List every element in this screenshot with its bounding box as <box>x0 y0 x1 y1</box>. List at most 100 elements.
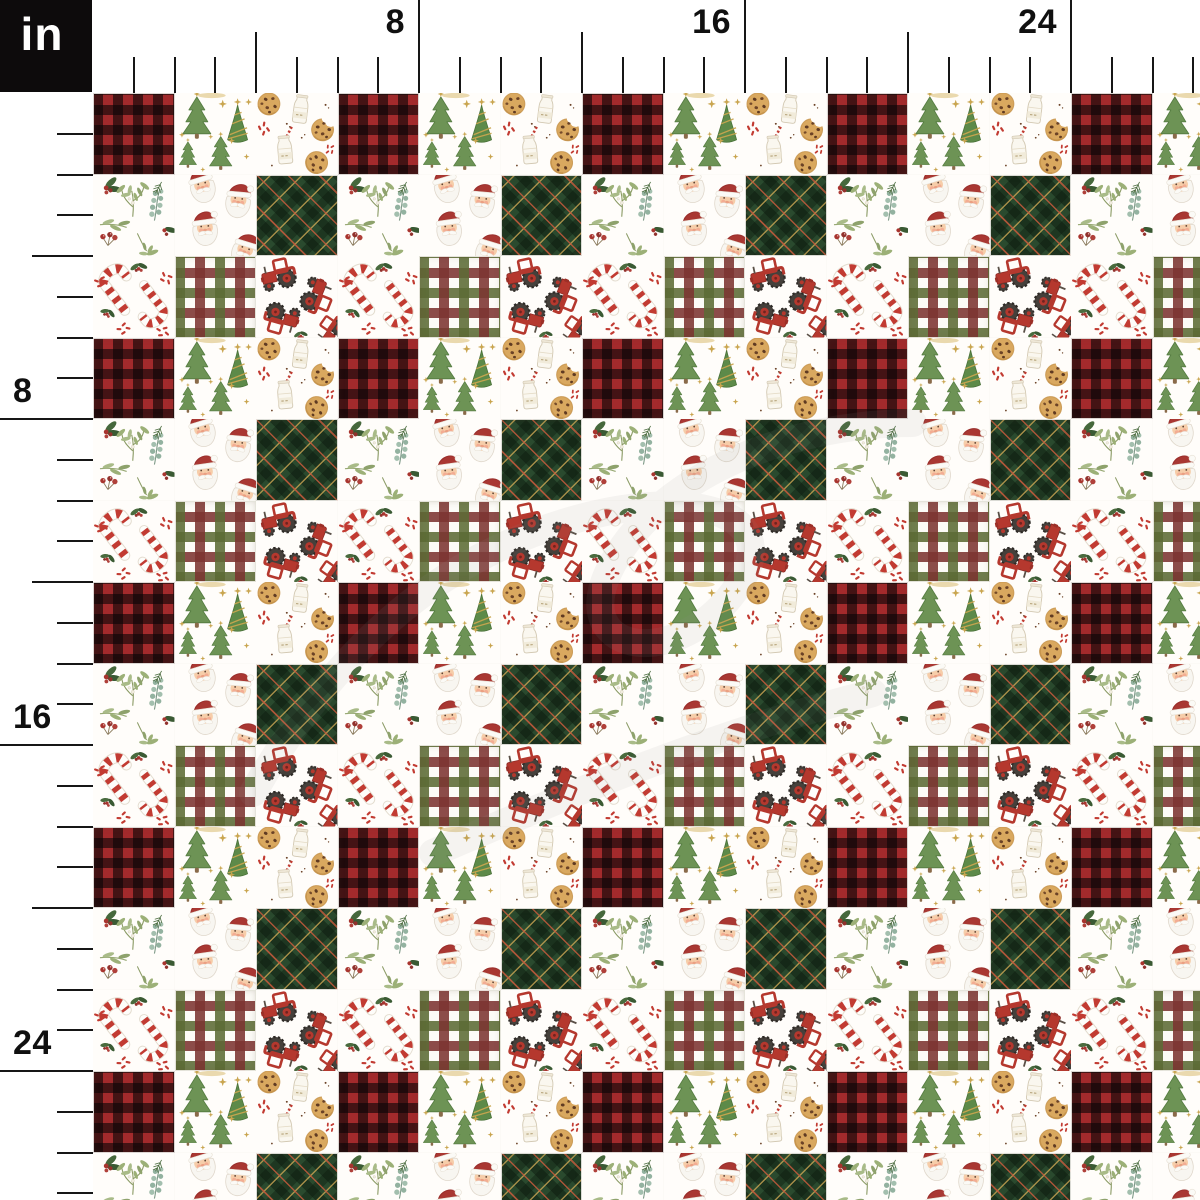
tile-art-christmas-trees <box>1153 827 1200 909</box>
ruler-left-tick-9in <box>57 459 93 461</box>
tile-art-christmas-trees <box>175 338 257 420</box>
fabric-tile-santa-faces <box>1153 175 1200 257</box>
tile-art-santa-faces <box>664 1153 746 1200</box>
ruler-left-tick-25in <box>57 1111 93 1113</box>
fabric-tile-red-tractors <box>256 745 338 827</box>
fabric-tile-cookies-and-milk <box>745 827 827 909</box>
tile-art-christmas-trees <box>908 827 990 909</box>
tile-art-winter-greenery <box>93 908 175 990</box>
fabric-tile-green-tartan-plaid <box>500 1152 582 1200</box>
fabric-tile-green-red-gingham <box>908 989 990 1071</box>
tile-art-christmas-trees <box>664 827 746 909</box>
tile-art-winter-greenery <box>1071 908 1153 990</box>
tile-art-christmas-trees <box>419 582 501 664</box>
ruler-top-tick-15in <box>703 57 705 93</box>
ruler-left-tick-20in <box>32 907 93 909</box>
tile-art-winter-greenery <box>93 1153 175 1200</box>
fabric-tile-santa-faces <box>908 175 990 257</box>
tile-art-winter-greenery <box>827 908 909 990</box>
fabric-tile-buffalo-plaid <box>826 93 908 175</box>
fabric-tile-green-red-gingham <box>1152 256 1200 338</box>
tile-art-winter-greenery <box>1071 175 1153 257</box>
ruler-top-tick-17in <box>785 57 787 93</box>
fabric-tile-red-tractors <box>501 256 583 338</box>
tile-art-santa-faces <box>664 419 746 501</box>
tile-art-christmas-trees <box>419 338 501 420</box>
fabric-tile-candy-canes <box>827 256 909 338</box>
fabric-tile-candy-canes <box>582 256 664 338</box>
tile-art-candy-canes <box>582 501 664 583</box>
ruler-top-tick-12in <box>581 32 583 93</box>
fabric-tile-santa-faces <box>175 1153 257 1200</box>
fabric-tile-christmas-trees <box>1153 582 1200 664</box>
tile-art-cookies-and-milk <box>990 338 1072 420</box>
ruler-left-tick-23in <box>57 1029 93 1031</box>
fabric-tile-candy-canes <box>338 256 420 338</box>
ruler-top-tick-9in <box>459 57 461 93</box>
tile-art-red-tractors <box>745 501 827 583</box>
tile-art-candy-canes <box>338 990 420 1072</box>
tile-art-red-tractors <box>745 745 827 827</box>
fabric-tile-winter-greenery <box>582 419 664 501</box>
fabric-tile-santa-faces <box>419 175 501 257</box>
fabric-tile-candy-canes <box>827 990 909 1072</box>
fabric-tile-candy-canes <box>338 745 420 827</box>
ruler-left-tick-17in <box>57 785 93 787</box>
fabric-tile-green-tartan-plaid <box>500 174 582 256</box>
tile-art-winter-greenery <box>338 664 420 746</box>
fabric-tile-buffalo-plaid <box>582 1071 664 1153</box>
fabric-tile-green-tartan-plaid <box>745 174 827 256</box>
fabric-tile-buffalo-plaid <box>93 826 175 908</box>
fabric-tile-red-tractors <box>990 745 1072 827</box>
tile-art-santa-faces <box>175 175 257 257</box>
fabric-tile-winter-greenery <box>93 664 175 746</box>
tile-art-christmas-trees <box>419 827 501 909</box>
fabric-tile-green-red-gingham <box>908 256 990 338</box>
fabric-tile-winter-greenery <box>827 1153 909 1200</box>
tile-art-winter-greenery <box>582 419 664 501</box>
fabric-tile-buffalo-plaid <box>582 582 664 664</box>
tile-art-red-tractors <box>501 745 583 827</box>
tile-art-red-tractors <box>990 990 1072 1072</box>
tile-art-winter-greenery <box>582 908 664 990</box>
fabric-tile-santa-faces <box>908 664 990 746</box>
tile-art-candy-canes <box>827 990 909 1072</box>
fabric-tile-candy-canes <box>338 990 420 1072</box>
fabric-tile-winter-greenery <box>93 419 175 501</box>
fabric-tile-candy-canes <box>93 990 175 1072</box>
ruler-left-tick-4in <box>32 255 93 257</box>
fabric-tile-cookies-and-milk <box>256 582 338 664</box>
fabric-tile-candy-canes <box>827 745 909 827</box>
fabric-tile-cookies-and-milk <box>745 582 827 664</box>
fabric-tile-buffalo-plaid <box>1071 826 1153 908</box>
tile-art-cookies-and-milk <box>501 93 583 175</box>
fabric-tile-buffalo-plaid <box>337 582 419 664</box>
fabric-tile-christmas-trees <box>664 582 746 664</box>
fabric-tile-candy-canes <box>93 501 175 583</box>
fabric-tile-green-red-gingham <box>1152 989 1200 1071</box>
ruler-top-tick-13in <box>622 57 624 93</box>
fabric-tile-red-tractors <box>990 256 1072 338</box>
tile-art-red-tractors <box>745 990 827 1072</box>
ruler-top-tick-1in <box>133 57 135 93</box>
fabric-tile-winter-greenery <box>1071 664 1153 746</box>
ruler-top-label-24: 24 <box>1018 3 1057 41</box>
ruler-left-tick-27in <box>57 1192 93 1194</box>
fabric-tile-winter-greenery <box>827 419 909 501</box>
tile-art-christmas-trees <box>1153 1071 1200 1153</box>
tile-art-santa-faces <box>419 908 501 990</box>
tile-art-winter-greenery <box>338 1153 420 1200</box>
fabric-tile-green-red-gingham <box>908 500 990 582</box>
ruler-top-tick-25in <box>1111 57 1113 93</box>
fabric-tile-santa-faces <box>664 908 746 990</box>
ruler-top-tick-23in <box>1029 57 1031 93</box>
ruler-top-tick-5in <box>296 57 298 93</box>
tile-art-cookies-and-milk <box>990 827 1072 909</box>
fabric-tile-green-tartan-plaid <box>989 908 1071 990</box>
fabric-tile-buffalo-plaid <box>1071 93 1153 175</box>
ruler-top-tick-21in <box>948 57 950 93</box>
ruler-left-tick-26in <box>57 1152 93 1154</box>
ruler-top-tick-24in <box>1070 0 1072 93</box>
fabric-tile-red-tractors <box>501 990 583 1072</box>
tile-art-red-tractors <box>501 256 583 338</box>
